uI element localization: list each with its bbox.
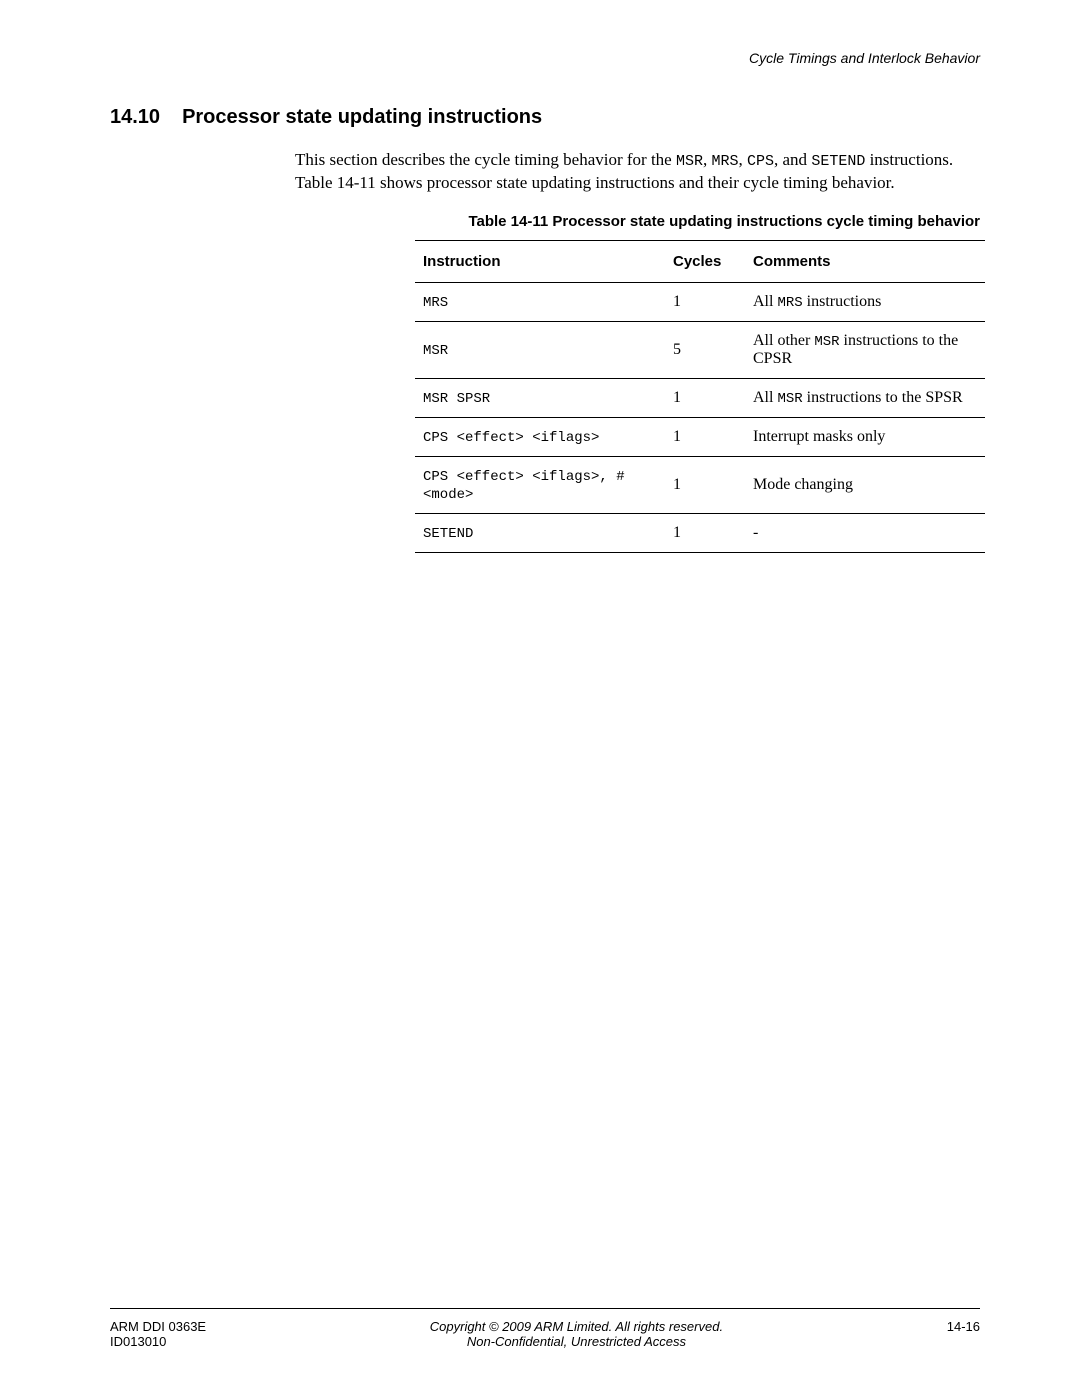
footer-rule (110, 1308, 980, 1309)
table-row: MRS 1 All MRS instructions (415, 283, 985, 322)
table-row: MSR 5 All other MSR instructions to the … (415, 322, 985, 379)
comment-pre: Mode changing (753, 476, 853, 493)
table-caption: Table 14-11 Processor state updating ins… (410, 213, 980, 230)
cell-cycles: 1 (665, 418, 745, 457)
comment-pre: - (753, 524, 758, 541)
col-header-instruction: Instruction (415, 241, 665, 283)
intro-c2: , (739, 150, 748, 169)
intro-paragraph: This section describes the cycle timing … (295, 149, 980, 195)
copyright: Copyright © 2009 ARM Limited. All rights… (430, 1319, 723, 1334)
cell-instruction: MSR (423, 343, 448, 359)
doc-id: ARM DDI 0363E (110, 1319, 206, 1334)
table-wrapper: Instruction Cycles Comments MRS 1 All MR… (415, 240, 980, 553)
cell-comment: All MRS instructions (745, 283, 985, 322)
cell-instruction: CPS <effect> <iflags>, #<mode> (423, 469, 625, 503)
cell-comment: All MSR instructions to the SPSR (745, 379, 985, 418)
comment-mono: MRS (777, 295, 802, 311)
comment-pre: All (753, 293, 777, 310)
col-header-comments: Comments (745, 241, 985, 283)
comment-post: instructions to the SPSR (803, 389, 963, 406)
comment-mono: MSR (814, 334, 839, 350)
intro-c3: , and (774, 150, 811, 169)
cell-comment: All other MSR instructions to the CPSR (745, 322, 985, 379)
cell-instruction: MSR SPSR (423, 391, 490, 407)
cell-instruction: SETEND (423, 526, 473, 542)
col-header-cycles: Cycles (665, 241, 745, 283)
page-number: 14-16 (947, 1319, 980, 1334)
cell-cycles: 5 (665, 322, 745, 379)
classification: Non-Confidential, Unrestricted Access (430, 1334, 723, 1349)
cell-cycles: 1 (665, 379, 745, 418)
footer-left: ARM DDI 0363E ID013010 (110, 1319, 206, 1349)
table-header-row: Instruction Cycles Comments (415, 241, 985, 283)
cell-cycles: 1 (665, 283, 745, 322)
cell-instruction: CPS <effect> <iflags> (423, 430, 599, 446)
table-row: MSR SPSR 1 All MSR instructions to the S… (415, 379, 985, 418)
section-body: This section describes the cycle timing … (295, 149, 980, 195)
comment-mono: MSR (777, 391, 802, 407)
code-msr: MSR (676, 153, 703, 170)
cell-comment: Mode changing (745, 457, 985, 514)
page-footer: ARM DDI 0363E ID013010 Copyright © 2009 … (110, 1308, 980, 1349)
section-title-text: Processor state updating instructions (182, 106, 542, 128)
comment-pre: All other (753, 332, 814, 349)
section-number: 14.10 (110, 106, 160, 129)
cell-comment: - (745, 514, 985, 553)
section-heading: 14.10 Processor state updating instructio… (110, 106, 980, 129)
intro-pre: This section describes the cycle timing … (295, 150, 676, 169)
comment-pre: All (753, 389, 777, 406)
cell-cycles: 1 (665, 514, 745, 553)
cell-cycles: 1 (665, 457, 745, 514)
running-header: Cycle Timings and Interlock Behavior (110, 50, 980, 66)
comment-post: instructions (803, 293, 882, 310)
table-row: CPS <effect> <iflags>, #<mode> 1 Mode ch… (415, 457, 985, 514)
code-cps: CPS (747, 153, 774, 170)
code-setend: SETEND (811, 153, 865, 170)
cell-comment: Interrupt masks only (745, 418, 985, 457)
cell-instruction: MRS (423, 295, 448, 311)
comment-pre: Interrupt masks only (753, 428, 885, 445)
table-row: SETEND 1 - (415, 514, 985, 553)
table-row: CPS <effect> <iflags> 1 Interrupt masks … (415, 418, 985, 457)
doc-rev: ID013010 (110, 1334, 206, 1349)
timing-table: Instruction Cycles Comments MRS 1 All MR… (415, 240, 985, 553)
code-mrs: MRS (711, 153, 738, 170)
footer-right: 14-16 (947, 1319, 980, 1334)
footer-center: Copyright © 2009 ARM Limited. All rights… (430, 1319, 723, 1349)
